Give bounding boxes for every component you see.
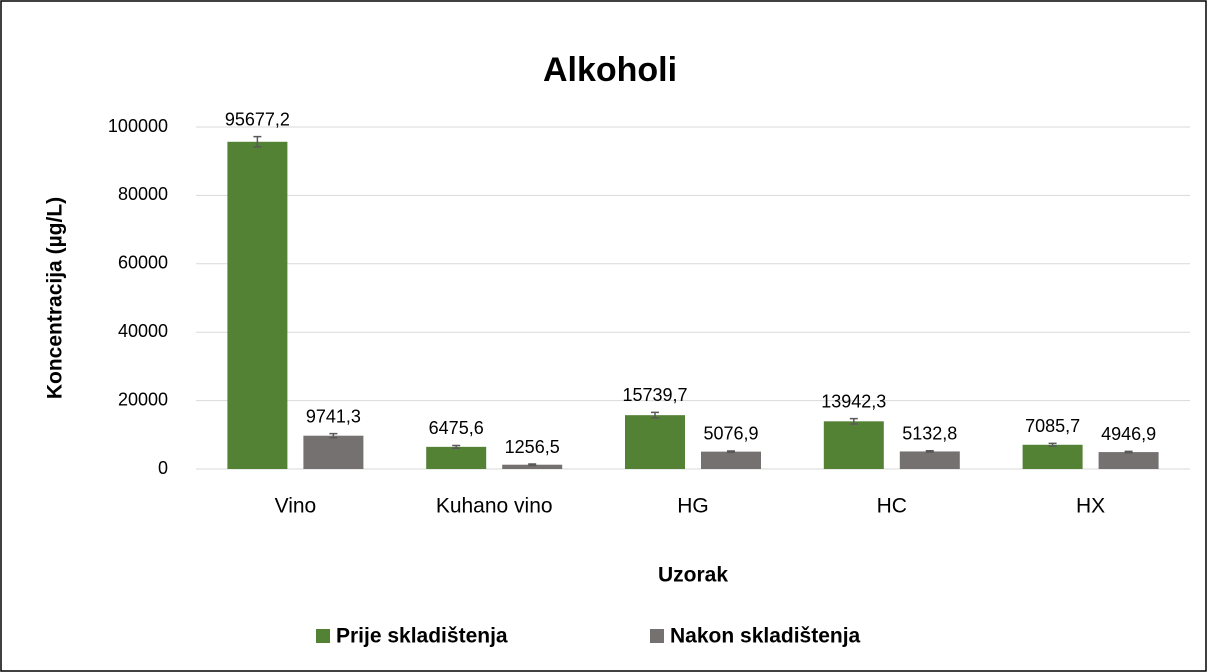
x-tick-label: Kuhano vino [436, 495, 553, 518]
data-label: 5076,9 [703, 424, 758, 444]
error-bar [528, 463, 537, 467]
bar [502, 464, 563, 469]
data-label: 1256,5 [505, 437, 560, 457]
data-label: 15739,7 [622, 385, 687, 405]
bar [625, 415, 685, 469]
bar [1098, 452, 1159, 469]
y-tick-label: 20000 [118, 389, 168, 409]
bar [227, 141, 288, 469]
error-bar [1048, 442, 1057, 447]
legend-swatch [650, 629, 664, 643]
bar [1022, 444, 1083, 469]
bar [701, 451, 761, 469]
error-bar [329, 432, 338, 439]
bar [823, 421, 884, 469]
chart-title: Alkoholi [543, 51, 677, 89]
error-bar [452, 444, 461, 449]
data-label: 7085,7 [1025, 416, 1080, 436]
x-tick-label: HX [1076, 495, 1105, 518]
error-bar [651, 411, 659, 419]
error-bar [1124, 450, 1133, 454]
error-bar [727, 450, 735, 454]
y-tick-label: 40000 [118, 321, 168, 341]
y-tick-label: 60000 [118, 253, 168, 273]
legend-label: Prije skladištenja [336, 625, 508, 648]
legend-label: Nakon skladištenja [670, 625, 861, 648]
data-label: 95677,2 [225, 109, 290, 129]
error-bar [925, 450, 934, 453]
error-bar [849, 417, 858, 425]
x-axis-label: Uzorak [658, 564, 728, 587]
x-tick-label: HC [877, 495, 907, 518]
data-label: 4946,9 [1101, 424, 1156, 444]
x-tick-label: Vino [275, 495, 317, 518]
data-label: 5132,8 [902, 424, 957, 444]
bar [426, 446, 487, 469]
data-label: 9741,3 [306, 406, 361, 426]
data-label: 13942,3 [821, 391, 886, 411]
data-label: 6475,6 [429, 418, 484, 438]
y-tick-label: 80000 [118, 184, 168, 204]
error-bar [253, 135, 262, 148]
legend-swatch [316, 629, 330, 643]
y-axis-label: Koncentracija (µg/L) [44, 197, 67, 399]
bar [303, 435, 364, 469]
x-tick-label: HG [677, 495, 709, 518]
y-tick-label: 0 [158, 458, 168, 478]
y-tick-label: 100000 [108, 116, 168, 136]
bar [899, 451, 960, 469]
